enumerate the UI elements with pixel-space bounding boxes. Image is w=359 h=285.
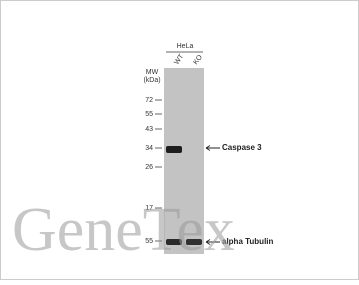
figure: HeLa WT KO MW (kDa) 72 55 43 34 26 17 55… (0, 0, 359, 280)
band-label: Caspase 3 (222, 143, 262, 152)
marker: 43 (145, 126, 153, 133)
marker: 26 (145, 164, 153, 171)
marker: 55 (145, 111, 153, 118)
marker: 34 (145, 145, 153, 152)
watermark: GeneTex (12, 196, 235, 264)
marker: 72 (145, 97, 153, 104)
band-caspase3-wt (166, 146, 182, 153)
sample-label: HeLa (177, 43, 194, 50)
mw-label: MW (146, 69, 159, 76)
mw-label: (kDa) (143, 77, 160, 84)
